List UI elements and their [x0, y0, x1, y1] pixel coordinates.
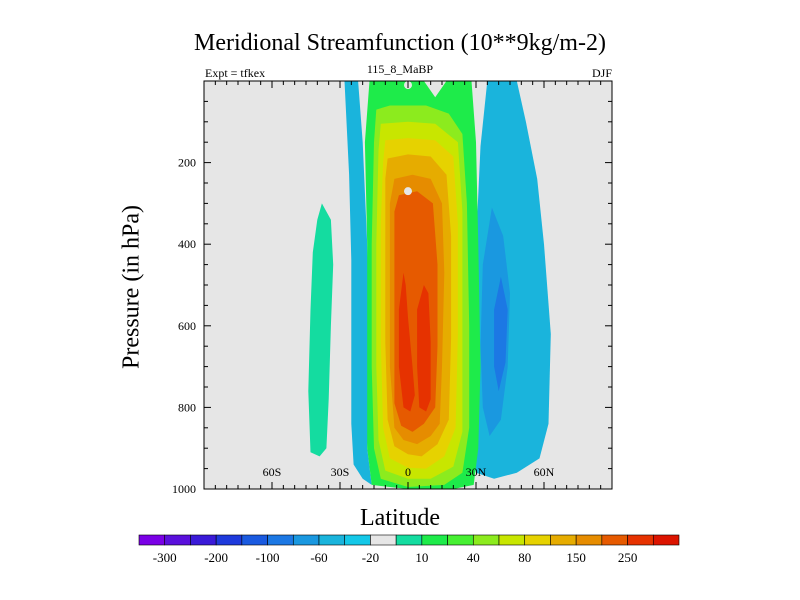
colorbar-swatch	[370, 534, 397, 546]
x-axis-label: Latitude	[360, 505, 440, 531]
season-label: DJF	[591, 66, 612, 80]
colorbar-swatch	[447, 534, 474, 546]
contour-region-13	[417, 285, 431, 412]
x-tick-label: 60N	[534, 465, 555, 479]
x-tick-label: 0	[405, 465, 411, 479]
colorbar-swatch	[472, 534, 500, 546]
y-tick-label: 600	[178, 319, 196, 333]
run-label: 115_8_MaBP	[366, 62, 434, 76]
y-tick-label: 1000	[172, 482, 196, 496]
colorbar-label: 150	[566, 550, 586, 565]
y-tick-label: 800	[178, 400, 196, 414]
colorbar-swatch	[318, 534, 346, 546]
colorbar-swatch	[550, 534, 577, 546]
colorbar-swatch	[421, 534, 448, 546]
colorbar-swatch	[215, 534, 243, 546]
contour-hole-1	[404, 187, 412, 196]
contour-region-0	[308, 203, 334, 457]
colorbar-label: -60	[310, 550, 327, 565]
colorbar-swatch	[292, 534, 320, 546]
contour-region-12	[398, 272, 415, 412]
contour-region-1	[344, 81, 372, 485]
colorbar-swatch	[138, 534, 166, 546]
colorbar-label: 250	[618, 550, 638, 565]
contour-fills	[308, 81, 551, 489]
colorbar-swatch	[344, 534, 371, 546]
colorbar-swatch	[267, 534, 294, 546]
colorbar-label: -200	[204, 550, 228, 565]
experiment-label: Expt = tfkex	[205, 66, 266, 80]
colorbar-swatch	[395, 534, 423, 546]
colorbar-label: -300	[153, 550, 177, 565]
colorbar-swatch	[241, 534, 268, 546]
colorbar-swatch	[652, 534, 680, 546]
colorbar-label: -20	[362, 550, 379, 565]
y-tick-label: 400	[178, 237, 196, 251]
y-tick-label: 200	[178, 156, 196, 170]
colorbar-swatch	[575, 534, 603, 546]
colorbar-swatch	[164, 534, 191, 546]
colorbar-swatch	[524, 534, 551, 546]
colorbar-swatch	[601, 534, 628, 546]
colorbar-swatch	[498, 534, 526, 546]
x-tick-label: 30S	[331, 465, 350, 479]
colorbar-swatch	[627, 534, 654, 546]
colorbar-label: 80	[518, 550, 531, 565]
colorbar-label: 40	[467, 550, 480, 565]
x-tick-label: 30N	[466, 465, 487, 479]
chart-title: Meridional Streamfunction (10**9kg/m-2)	[194, 30, 606, 56]
colorbar-swatch	[190, 534, 217, 546]
colorbar-label: -100	[256, 550, 280, 565]
x-tick-label: 60S	[263, 465, 282, 479]
contour-region-4	[494, 276, 508, 392]
colorbar-label: 10	[415, 550, 428, 565]
